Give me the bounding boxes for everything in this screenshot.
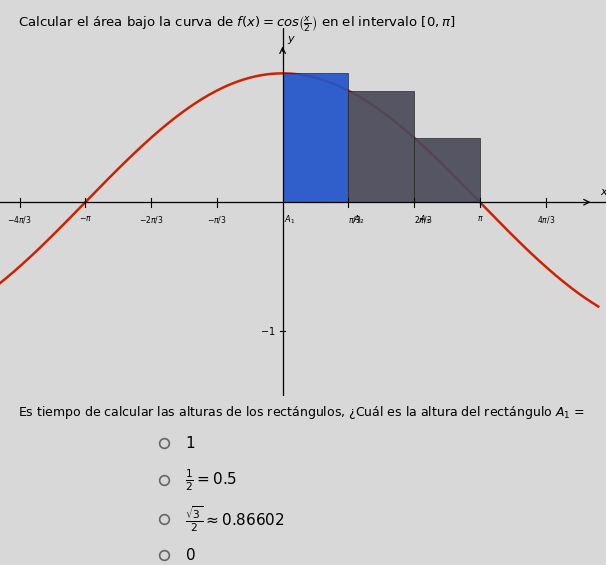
Text: $A_1$: $A_1$: [284, 214, 295, 227]
Text: $y$: $y$: [287, 34, 296, 46]
Bar: [282, 73, 348, 202]
Bar: [348, 90, 414, 202]
Text: $x$: $x$: [600, 187, 606, 197]
Text: Calcular el área bajo la curva de $f(x) = cos\left(\frac{x}{2}\right)$ en el int: Calcular el área bajo la curva de $f(x) …: [18, 14, 456, 34]
Text: $-1$: $-1$: [259, 325, 275, 337]
Text: $2\pi/3$: $2\pi/3$: [414, 214, 432, 225]
Text: $\frac{1}{2} = 0.5$: $\frac{1}{2} = 0.5$: [185, 467, 237, 493]
Text: $-\pi/3$: $-\pi/3$: [207, 214, 227, 225]
Text: $4\pi/3$: $4\pi/3$: [536, 214, 554, 225]
Text: Es tiempo de calcular las alturas de los rectángulos, ¿Cuál es la altura del rec: Es tiempo de calcular las alturas de los…: [18, 404, 585, 421]
Text: $\pi$: $\pi$: [476, 214, 483, 223]
Text: $-2\pi/3$: $-2\pi/3$: [139, 214, 164, 225]
Text: $-\pi$: $-\pi$: [79, 214, 92, 223]
Text: $-4\pi/3$: $-4\pi/3$: [7, 214, 32, 225]
Text: $1$: $1$: [185, 435, 195, 451]
Text: $0$: $0$: [185, 547, 196, 563]
Text: $\frac{\sqrt{3}}{2} \approx 0.86602$: $\frac{\sqrt{3}}{2} \approx 0.86602$: [185, 505, 285, 534]
Text: $A_3$: $A_3$: [419, 214, 431, 227]
Text: $A_2$: $A_2$: [353, 214, 365, 227]
Text: $\pi/3$: $\pi/3$: [348, 214, 362, 225]
Bar: [414, 138, 480, 202]
